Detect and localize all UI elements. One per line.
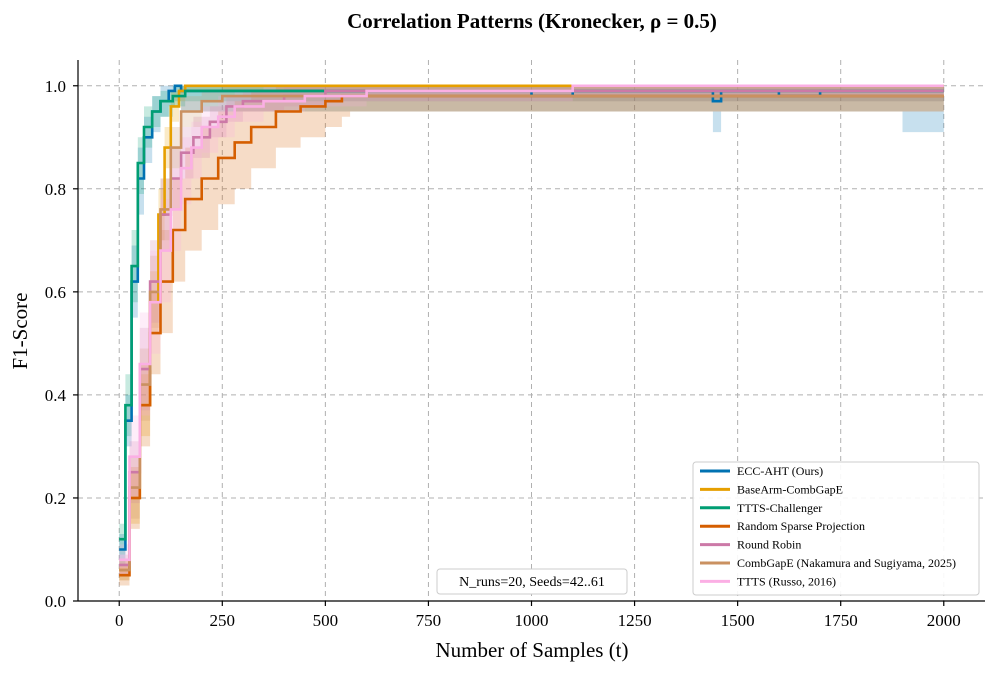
x-tick-label: 1000 bbox=[515, 611, 549, 630]
x-tick-label: 1750 bbox=[824, 611, 858, 630]
y-tick-label: 0.0 bbox=[45, 592, 66, 611]
line-ttts-challenger bbox=[119, 89, 944, 541]
line-random-sparse-projection bbox=[119, 94, 944, 577]
y-tick-label: 0.4 bbox=[45, 386, 67, 405]
y-tick-label: 0.2 bbox=[45, 489, 66, 508]
y-tick-label: 0.6 bbox=[45, 283, 66, 302]
x-tick-label: 2000 bbox=[927, 611, 961, 630]
chart-title: Correlation Patterns (Kronecker, ρ = 0.5… bbox=[347, 9, 717, 33]
y-axis-label: F1-Score bbox=[8, 293, 32, 370]
legend: ECC-AHT (Ours) BaseArm-CombGapE TTTS-Chall… bbox=[692, 461, 980, 596]
annotation-box: N_runs=20, Seeds=42..61 bbox=[436, 568, 628, 595]
legend-label-ttts-challenger: TTTS-Challenger bbox=[737, 501, 822, 515]
legend-label-round-robin: Round Robin bbox=[737, 538, 801, 552]
x-tick-label: 500 bbox=[313, 611, 339, 630]
line-ttts-russo-2016 bbox=[119, 84, 944, 562]
legend-label-ttts-russo-2016: TTTS (Russo, 2016) bbox=[737, 574, 836, 588]
annotation-frame bbox=[436, 568, 628, 595]
x-ticks: 0 250 500 750 1000 1250 1500 1750 2000 bbox=[115, 601, 961, 630]
y-tick-label: 0.8 bbox=[45, 180, 66, 199]
x-tick-label: 750 bbox=[416, 611, 442, 630]
x-tick-label: 250 bbox=[210, 611, 236, 630]
y-ticks: 0.0 0.2 0.4 0.6 0.8 1.0 bbox=[45, 77, 78, 611]
series-lines bbox=[119, 84, 944, 577]
y-tick-label: 1.0 bbox=[45, 77, 66, 96]
legend-label-random-sparse-projection: Random Sparse Projection bbox=[737, 519, 865, 533]
legend-label-basearm-combgape: BaseArm-CombGapE bbox=[737, 482, 843, 496]
legend-label-ecc-aht-ours: ECC-AHT (Ours) bbox=[737, 464, 823, 478]
legend-frame bbox=[692, 461, 980, 596]
x-tick-label: 1250 bbox=[618, 611, 652, 630]
x-tick-label: 1500 bbox=[721, 611, 755, 630]
legend-label-combgape-nakamura-and-sugiyama-2025: CombGapE (Nakamura and Sugiyama, 2025) bbox=[737, 556, 956, 570]
annotation-text: N_runs=20, Seeds=42..61 bbox=[459, 575, 605, 590]
x-tick-label: 0 bbox=[115, 611, 124, 630]
x-axis-label: Number of Samples (t) bbox=[435, 638, 628, 662]
